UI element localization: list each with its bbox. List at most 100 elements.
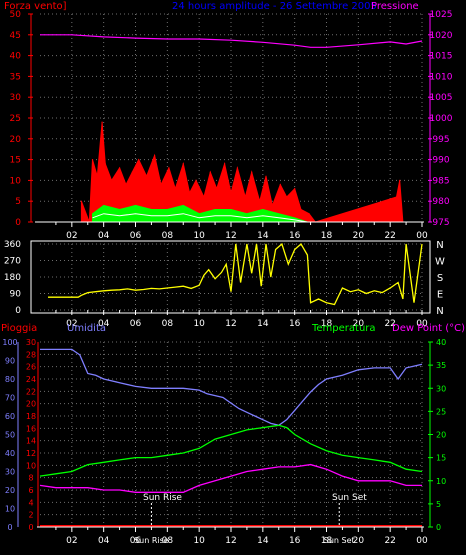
pressure-line [40, 34, 423, 48]
y-right-tick-label: 1015 [430, 52, 453, 62]
label-dewpoint: Dew Point (°C) [392, 323, 465, 334]
y-right-tick-label: 20 [436, 431, 446, 440]
x-tick-label: 12 [225, 536, 236, 546]
x-tick-label: 14 [257, 536, 269, 546]
y-rain-tick-label: 28 [26, 350, 36, 359]
x-tick-label: 16 [289, 231, 301, 241]
y-rain-tick-label: 18 [26, 412, 36, 421]
y-rain-tick-label: 6 [28, 486, 33, 495]
x-tick-label: 06 [130, 536, 142, 546]
direction-label: E [437, 290, 443, 301]
x-tick-label: 12 [225, 231, 236, 241]
label-rain: Pioggia [1, 323, 37, 334]
y-rain-tick-label: 22 [26, 387, 36, 396]
direction-label: W [435, 257, 445, 268]
x-tick-label: 16 [289, 319, 301, 329]
y-left-tick-label: 20 [10, 135, 22, 145]
y-right-tick-label: 15 [436, 454, 446, 463]
y-right-tick-label: 1000 [430, 114, 453, 124]
top-left-label: Forza vento] [4, 1, 67, 12]
direction-label: N [436, 306, 443, 317]
y-humidity-tick-label: 70 [5, 394, 15, 403]
wind-low-area [91, 204, 308, 223]
y-rain-tick-label: 0 [28, 523, 33, 532]
y-rain-tick-label: 26 [26, 363, 36, 372]
x-tick-label: 04 [98, 231, 110, 241]
x-tick-label: 00 [416, 231, 428, 241]
x-tick-label: 22 [384, 536, 395, 546]
x-tick-label: 10 [193, 319, 205, 329]
y-rain-tick-label: 30 [26, 338, 36, 347]
y-right-tick-label: 30 [436, 384, 446, 393]
y-right-tick-label: 1005 [430, 93, 453, 103]
x-tick-label: 08 [162, 319, 174, 329]
x-tick-label: 18 [321, 319, 333, 329]
x-tick-label: 10 [193, 536, 205, 546]
y-rain-tick-label: 2 [28, 511, 33, 520]
y-tick-label: 90 [10, 290, 22, 300]
temperature-line [39, 424, 423, 477]
y-right-tick-label: 5 [436, 500, 441, 509]
wind-avg-line [92, 213, 308, 223]
dewpoint-line [39, 463, 422, 493]
y-rain-tick-label: 24 [26, 375, 36, 384]
y-right-tick-label: 975 [432, 218, 449, 228]
y-rain-tick-label: 8 [28, 474, 33, 483]
humidity-line [40, 348, 423, 427]
x-tick-label: 08 [162, 231, 174, 241]
y-humidity-tick-label: 40 [5, 449, 15, 458]
y-left-tick-label: 0 [15, 218, 21, 228]
y-left-tick-label: 45 [10, 31, 21, 41]
y-left-tick-label: 15 [10, 156, 21, 166]
y-left-tick-label: 40 [10, 52, 22, 62]
y-humidity-tick-label: 30 [5, 468, 15, 477]
sun-set-label: Sun Set [332, 493, 367, 503]
wind-area [80, 122, 404, 223]
y-tick-label: 180 [4, 273, 21, 283]
y-rain-tick-label: 16 [26, 424, 36, 433]
y-left-tick-label: 25 [10, 114, 21, 124]
y-right-tick-label: 990 [432, 156, 449, 166]
y-right-tick-label: 25 [436, 407, 446, 416]
direction-line [48, 242, 423, 306]
x-tick-label: 00 [416, 536, 428, 546]
x-tick-label: 22 [384, 231, 395, 241]
y-rain-tick-label: 20 [26, 400, 36, 409]
x-tick-label: 18 [321, 536, 333, 546]
sun-rise-axis-label: Sun Rise [134, 536, 169, 545]
y-right-tick-label: 0 [436, 523, 441, 532]
y-right-tick-label: 985 [432, 176, 449, 186]
y-right-tick-label: 980 [432, 197, 449, 207]
y-right-tick-label: 1010 [430, 72, 453, 82]
label-humidity: Umidita [67, 323, 106, 334]
y-humidity-tick-label: 10 [5, 505, 15, 514]
x-tick-label: 22 [384, 319, 395, 329]
y-tick-label: 0 [15, 306, 21, 316]
y-right-tick-label: 995 [432, 135, 449, 145]
x-tick-label: 08 [162, 536, 174, 546]
x-tick-label: 02 [66, 536, 77, 546]
x-tick-label: 20 [353, 319, 365, 329]
x-tick-label: 02 [66, 319, 77, 329]
y-left-tick-label: 10 [10, 176, 22, 186]
x-tick-label: 04 [98, 536, 110, 546]
x-tick-label: 20 [353, 231, 365, 241]
x-tick-label: 20 [353, 536, 365, 546]
y-humidity-tick-label: 60 [5, 412, 15, 421]
y-right-tick-label: 40 [436, 338, 446, 347]
x-tick-label: 18 [321, 231, 333, 241]
sun-rise-label: Sun Rise [143, 493, 182, 503]
y-tick-label: 360 [4, 240, 21, 250]
x-tick-label: 10 [193, 231, 205, 241]
y-left-tick-label: 30 [10, 93, 22, 103]
y-left-tick-label: 35 [10, 72, 21, 82]
y-tick-label: 270 [4, 257, 21, 267]
top-title: 24 hours amplitude - 26 Settembre 2005 [172, 1, 377, 12]
y-humidity-tick-label: 80 [5, 375, 15, 384]
x-tick-label: 00 [416, 319, 428, 329]
direction-label: N [436, 240, 443, 251]
y-humidity-tick-label: 100 [2, 338, 17, 347]
x-tick-label: 14 [257, 319, 269, 329]
y-right-tick-label: 10 [436, 477, 446, 486]
